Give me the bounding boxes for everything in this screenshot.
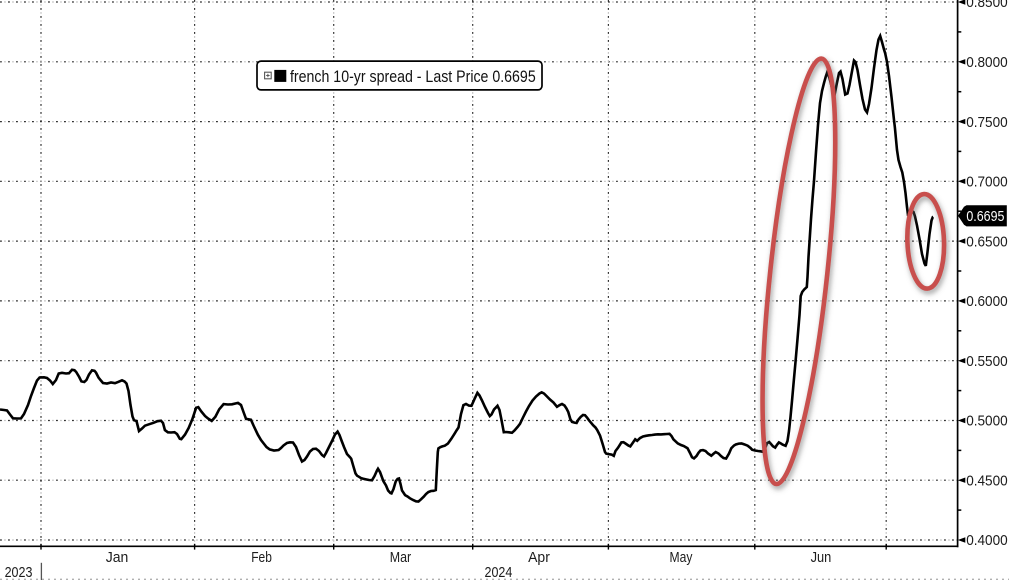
svg-text:Mar: Mar: [390, 550, 412, 566]
svg-text:2024: 2024: [485, 565, 513, 580]
svg-text:May: May: [670, 550, 693, 566]
svg-text:0.6000: 0.6000: [966, 294, 1008, 310]
svg-text:french 10-yr spread - Last Pri: french 10-yr spread - Last Price 0.6695: [290, 68, 536, 86]
svg-text:0.4500: 0.4500: [966, 473, 1008, 489]
svg-text:Jan: Jan: [106, 550, 129, 566]
svg-text:2023: 2023: [5, 565, 33, 580]
svg-text:0.7000: 0.7000: [966, 175, 1008, 191]
svg-text:0.8500: 0.8500: [966, 0, 1008, 11]
svg-text:0.4000: 0.4000: [966, 533, 1008, 549]
svg-text:0.6695: 0.6695: [966, 209, 1004, 225]
svg-text:Jun: Jun: [811, 550, 832, 566]
svg-text:0.8000: 0.8000: [966, 55, 1008, 71]
svg-text:0.6500: 0.6500: [966, 234, 1008, 250]
svg-text:0.5500: 0.5500: [966, 354, 1008, 370]
svg-text:0.5000: 0.5000: [966, 414, 1008, 430]
svg-text:Feb: Feb: [251, 550, 272, 566]
svg-text:0.7500: 0.7500: [966, 115, 1008, 131]
svg-text:Apr: Apr: [528, 550, 550, 566]
